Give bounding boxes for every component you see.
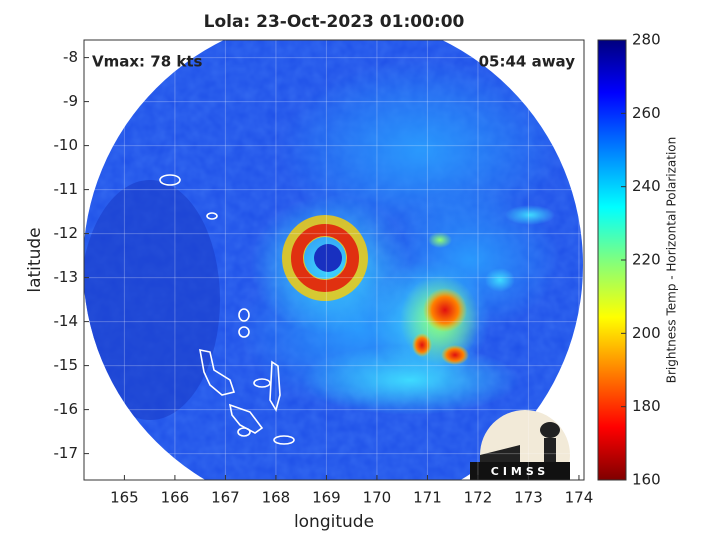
y-tick-label: -17 xyxy=(54,444,79,462)
logo: CIMSS xyxy=(470,410,570,480)
colorbar-label: Brightness Temp - Horizontal Polarizatio… xyxy=(665,137,679,384)
y-tick-label: -14 xyxy=(54,312,79,330)
colorbar-tick-label: 160 xyxy=(632,471,661,489)
x-tick-label: 172 xyxy=(464,489,493,507)
x-tick-label: 174 xyxy=(565,489,594,507)
image: CIMSS xyxy=(84,40,583,480)
annotation: 05:44 away xyxy=(479,53,576,71)
y-tick-label: -8 xyxy=(63,48,78,66)
chart-title: Lola: 23-Oct-2023 01:00:00 xyxy=(204,12,465,32)
x-tick-label: 169 xyxy=(312,489,341,507)
colorbar-tick-label: 180 xyxy=(632,397,661,415)
y-axis-label: latitude xyxy=(25,227,45,292)
colorbar-tick-label: 220 xyxy=(632,251,661,269)
y-tick-label: -13 xyxy=(54,268,79,286)
colorbar-tick-label: 240 xyxy=(632,177,661,195)
x-tick-label: 167 xyxy=(211,489,240,507)
colorbar-tick-label: 260 xyxy=(632,104,661,122)
y-tick-label: -10 xyxy=(54,136,79,154)
y-tick-label: -15 xyxy=(54,356,79,374)
colorbar-tick-label: 280 xyxy=(632,31,661,49)
x-tick-label: 171 xyxy=(413,489,442,507)
y-tick-label: -9 xyxy=(63,92,78,110)
colorbar-tick-label: 200 xyxy=(632,324,661,342)
logo-text: CIMSS xyxy=(491,465,549,478)
x-tick-label: 170 xyxy=(363,489,392,507)
y-tick-label: -12 xyxy=(54,224,79,242)
y-tick-label: -11 xyxy=(54,180,79,198)
y-tick-label: -16 xyxy=(54,400,79,418)
annotation: Vmax: 78 kts xyxy=(92,53,202,71)
x-axis-label: longitude xyxy=(294,512,374,532)
x-tick-label: 165 xyxy=(110,489,139,507)
x-tick-label: 168 xyxy=(262,489,291,507)
x-tick-label: 173 xyxy=(514,489,543,507)
x-tick-label: 166 xyxy=(161,489,190,507)
plot-frame xyxy=(83,39,585,481)
